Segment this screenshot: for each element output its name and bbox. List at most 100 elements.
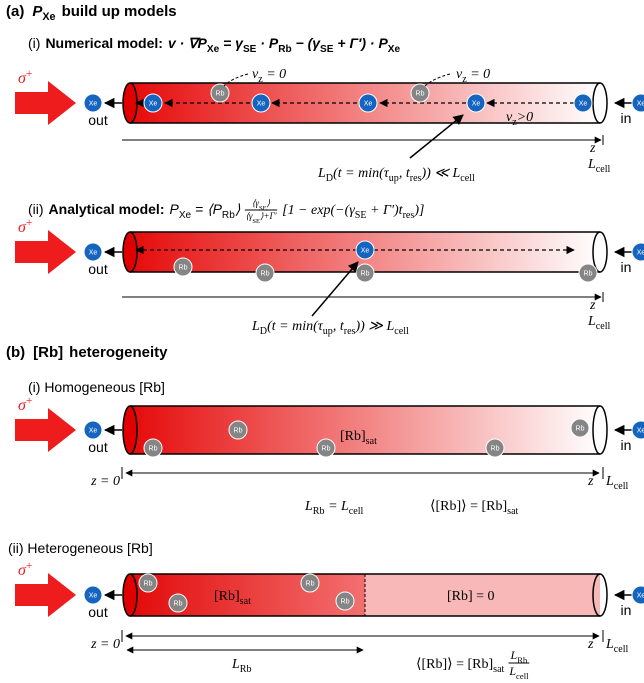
label: out [88,112,108,128]
label: Lcell [508,664,529,681]
label: σ+ [18,217,32,236]
page: {"common": {"xe": "Xe", "rb": "Rb", "out… [0,0,644,683]
text-fragment: Rb [306,581,315,588]
text-fragment: Xe [579,101,588,108]
subscript: sat [507,506,518,517]
laser-arrow [15,81,76,125]
label: [1 − exp(−(γSE + Γ′)tres)] [282,203,424,221]
text-fragment: Rb [491,446,500,453]
label: out [88,439,108,455]
tube-end [123,83,137,123]
text-fragment: )) ≫ L [354,319,394,334]
label: vz>0 [506,110,533,128]
label: in [621,437,632,453]
subscript: cell [516,671,529,681]
label: σ+ [18,68,32,87]
text-fragment: heterogeneity [69,344,168,361]
tube-end [123,232,137,272]
label: in [621,602,632,618]
label: Rb [306,581,315,588]
text-fragment: in [621,602,632,618]
label: (i)Numerical model:v · ∇PXe = γSE · PRb … [28,35,401,55]
text-fragment: out [88,112,108,128]
text-fragment: in [621,110,632,126]
label: Xe [579,101,588,108]
subscript: sat [493,664,504,675]
label: in [621,259,632,275]
label: LD(t = min(τup, tres)) ≪ Lcell [317,166,475,184]
text-fragment: L [587,314,596,329]
text-fragment: [Rb] [33,344,63,361]
subscript: cell [394,326,409,337]
label: LD(t = min(τup, tres)) ≫ Lcell [251,319,409,337]
label: Rb [341,599,350,606]
label: Xe [149,101,158,108]
text-fragment: (i) [28,35,40,51]
text-fragment: Xe [637,250,644,257]
text-fragment: Xe [89,593,98,600]
subscript: + [26,217,33,229]
text-fragment: Xe [257,101,266,108]
text-fragment: = 0 [263,67,286,82]
label: Rb [174,601,183,608]
label: Rb [361,271,370,278]
label: (ii)Analytical model:PXe = ⟨PRb⟩ [28,201,241,221]
label: Rb [322,446,331,453]
subscript: Rb [313,506,325,517]
subscript: res [344,326,356,337]
body: (a)PXebuild up models(i)Numerical model:… [0,0,644,683]
subscript: cell [460,173,475,184]
text-fragment: : [160,201,165,217]
text-fragment: Analytical model [49,201,160,217]
laser-arrow [15,408,76,452]
text-fragment: + Γ′)t [367,203,404,218]
subscript: + [26,68,33,80]
subscript: cell [349,506,364,517]
text-fragment: Rb [179,265,188,272]
text-fragment: L [605,474,614,489]
text-fragment: Rb [341,599,350,606]
text-fragment: out [88,439,108,455]
label: Lcell [605,637,629,655]
subscript: Xe [388,44,401,55]
label: in [621,110,632,126]
subscript: Xe [179,210,192,221]
label: Rb [491,446,500,453]
text-fragment: [Rb] [214,589,240,604]
text-fragment: L [251,319,260,334]
label: LRb [231,657,252,675]
text-fragment: Xe [89,428,98,435]
subscript: Xe [207,44,220,55]
label: z [589,298,596,313]
text-fragment: z [587,474,594,489]
label: Xe [637,101,644,108]
text-fragment: · P [256,35,278,51]
text-fragment: = γ [219,35,244,51]
text-fragment: Rb [144,581,153,588]
text-fragment: Xe [361,248,370,255]
text-fragment: + Γ′) · P [333,35,388,51]
text-fragment: = L [325,499,349,514]
subscript: up [323,326,333,337]
label: Xe [637,593,644,600]
text-fragment: ⟨[Rb]⟩ = [Rb] [416,657,493,672]
text-fragment: Rb [361,271,370,278]
text-fragment: Rb [576,426,585,433]
subscript: Rb [278,44,291,55]
text-fragment: = 0 [467,67,490,82]
tube-end [123,574,137,616]
subscript: cell [614,644,629,655]
diagram: (a)PXebuild up models(i)Numerical model:… [0,0,644,683]
label: Rb [261,271,270,278]
label: z = 0 [90,474,120,489]
label: z = 0 [90,637,120,652]
text-fragment: (ii) [28,201,44,217]
text-fragment: z [587,637,594,652]
label: Rb [216,91,225,98]
subscript: SE [355,210,367,221]
text-fragment: )] [413,203,424,218]
label: Rb [416,91,425,98]
subscript: SE [320,44,334,55]
text-fragment: Rb [216,91,225,98]
label: Xe [89,101,98,108]
